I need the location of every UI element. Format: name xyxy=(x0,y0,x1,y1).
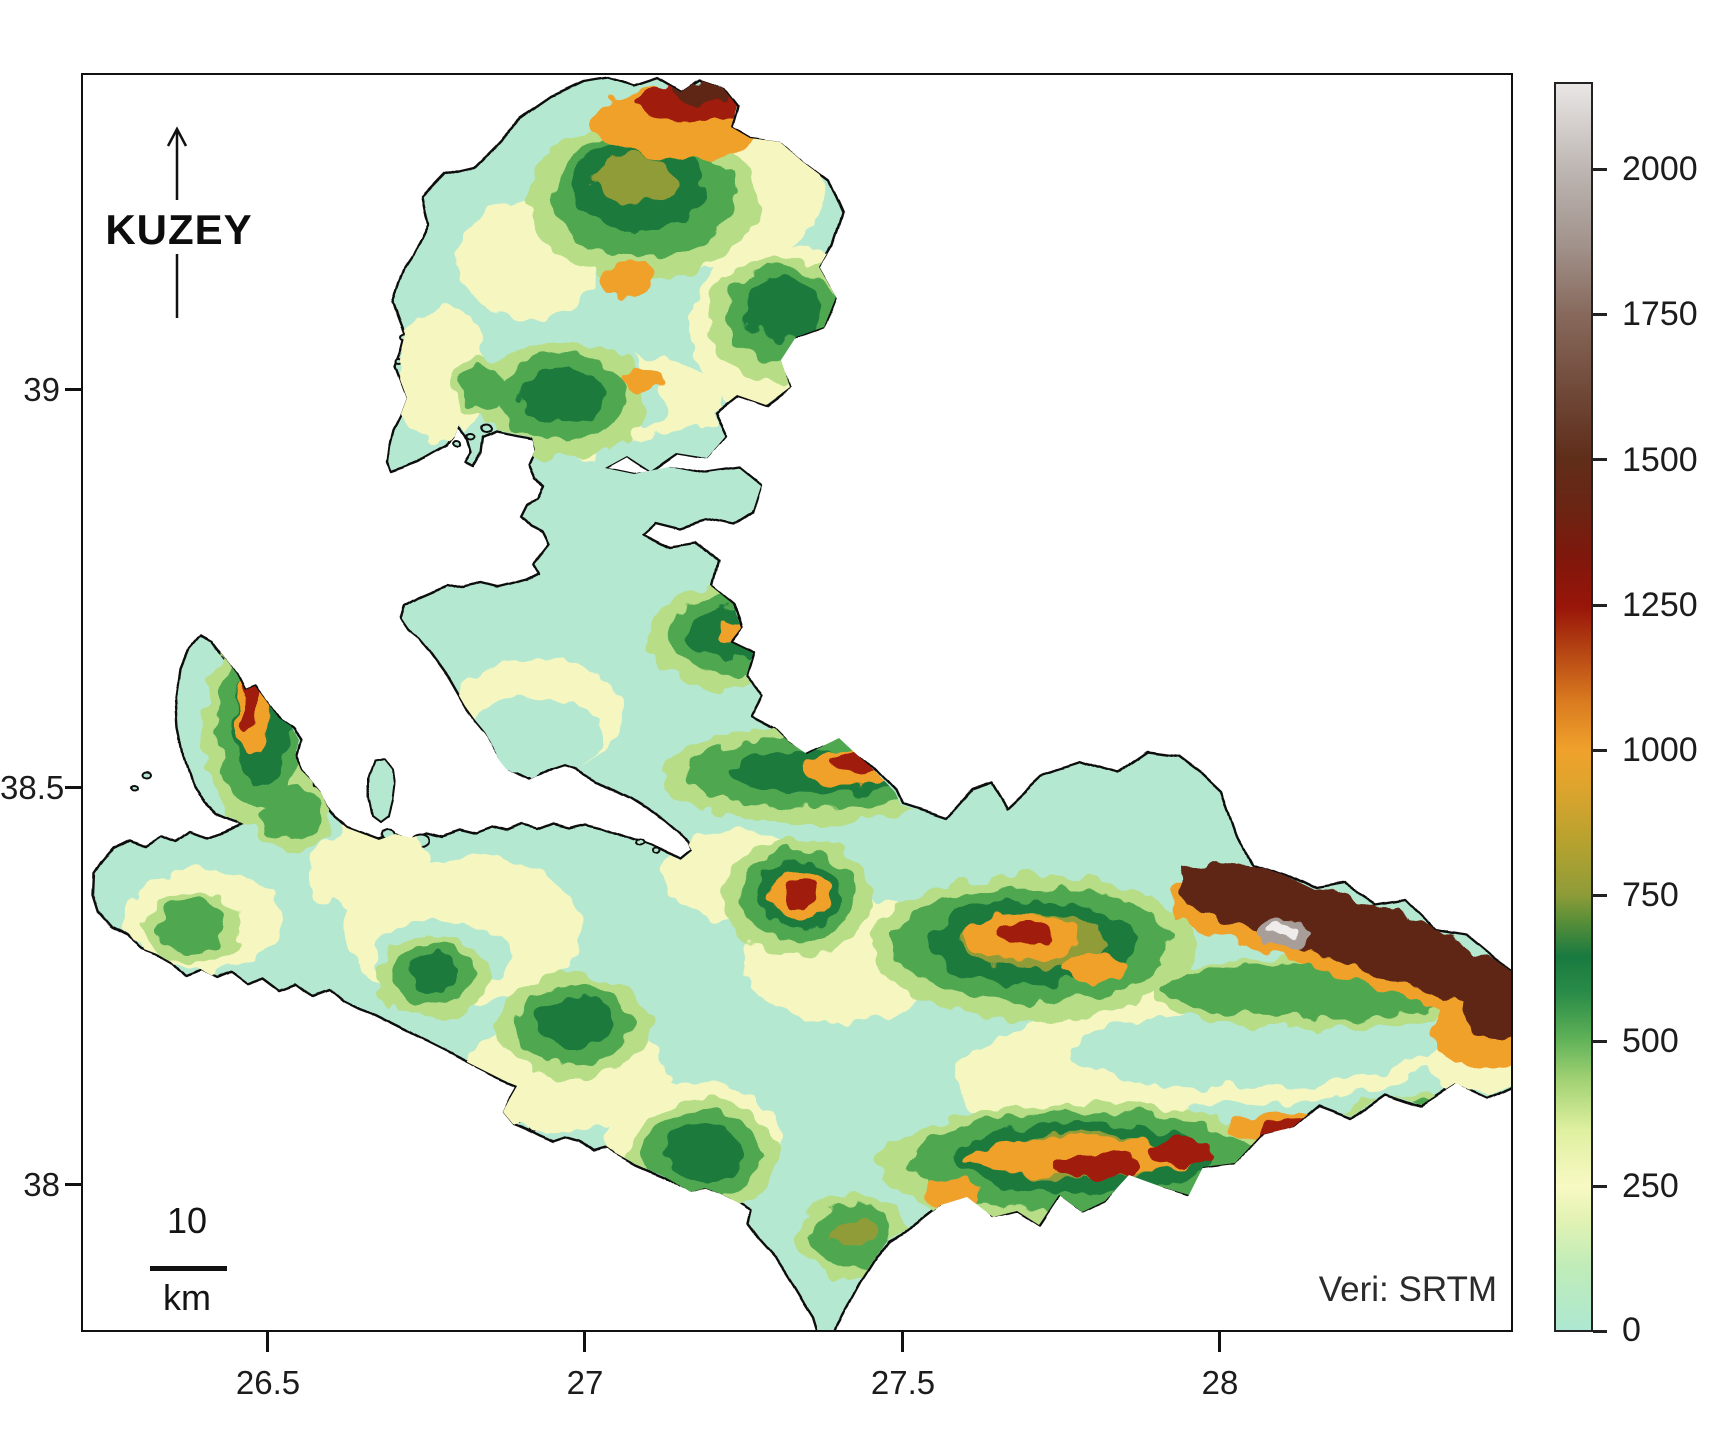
colorbar-tick-label: 1250 xyxy=(1622,586,1698,624)
colorbar-tick-mark xyxy=(1593,1185,1607,1188)
x-axis-tick-mark xyxy=(1218,1332,1221,1352)
attribution-text: Veri: SRTM xyxy=(1318,1270,1497,1309)
colorbar-tick-label: 1750 xyxy=(1622,295,1698,333)
colorbar-tick-label: 500 xyxy=(1622,1022,1679,1060)
north-label: KUZEY xyxy=(105,206,253,253)
north-arrow-icon xyxy=(166,126,188,318)
y-axis-tick-label: 38.5 xyxy=(0,769,65,806)
x-axis-tick-label: 26.5 xyxy=(235,1364,301,1401)
colorbar-tick-mark xyxy=(1593,313,1607,316)
colorbar-tick-mark xyxy=(1593,1330,1607,1333)
x-axis-tick-mark xyxy=(901,1332,904,1352)
x-axis-tick-label: 27 xyxy=(566,1364,604,1401)
island xyxy=(634,839,644,847)
scale-bar-value: 10 xyxy=(166,1200,208,1241)
terrain-map xyxy=(90,76,1511,1330)
y-axis-tick-mark xyxy=(65,1183,81,1186)
colorbar-tick-mark xyxy=(1593,1040,1607,1043)
colorbar-tick-mark xyxy=(1593,749,1607,752)
colorbar-tick-mark xyxy=(1593,604,1607,607)
x-axis-tick-mark xyxy=(583,1332,586,1352)
island-long xyxy=(368,757,397,825)
y-axis-tick-mark xyxy=(65,388,81,391)
colorbar-tick-label: 1500 xyxy=(1622,441,1698,479)
x-axis-tick-mark xyxy=(266,1332,269,1352)
island xyxy=(131,785,139,793)
y-axis-tick-mark xyxy=(65,786,81,789)
island xyxy=(452,440,462,448)
colorbar-tick-mark xyxy=(1593,168,1607,171)
y-axis-tick-label: 38 xyxy=(23,1166,60,1203)
colorbar-tick-mark xyxy=(1593,894,1607,897)
x-axis-tick-label: 28 xyxy=(1201,1364,1239,1401)
colorbar-tick-label: 0 xyxy=(1622,1311,1641,1349)
colorbar-tick-mark xyxy=(1593,458,1607,461)
colorbar-tick-label: 750 xyxy=(1622,876,1679,914)
scale-bar-line xyxy=(150,1266,227,1271)
colorbar-tick-label: 250 xyxy=(1622,1167,1679,1205)
island xyxy=(142,771,152,779)
colorbar-tick-label: 1000 xyxy=(1622,731,1698,769)
x-axis-tick-label: 27.5 xyxy=(870,1364,936,1401)
island xyxy=(466,432,476,440)
map-frame xyxy=(81,73,1513,1332)
y-axis-tick-label: 39 xyxy=(23,371,60,408)
colorbar-tick-label: 2000 xyxy=(1622,150,1698,188)
elevation-colorbar xyxy=(1554,82,1593,1332)
scale-bar-unit: km xyxy=(163,1277,211,1318)
island xyxy=(650,848,660,856)
